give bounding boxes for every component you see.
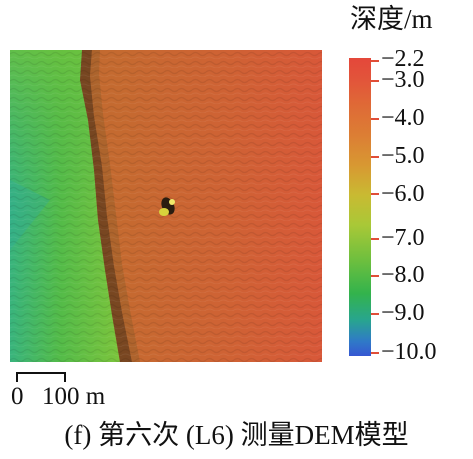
legend-tick [371, 80, 379, 82]
legend-tick [371, 238, 379, 240]
legend-tick [371, 60, 379, 62]
figure-caption: (f) 第六次 (L6) 测量DEM模型 [64, 420, 409, 450]
legend-tick-label: −8.0 [381, 262, 425, 288]
legend-tick [371, 193, 379, 195]
legend-tick-label: −10.0 [381, 339, 437, 365]
scale-bar [16, 372, 66, 382]
dem-map [10, 50, 322, 362]
scale-bar-distance-label: 100 m [42, 383, 106, 410]
legend-tick [371, 313, 379, 315]
legend-tick-label: −7.0 [381, 225, 425, 251]
legend-tick-label: −6.0 [381, 181, 425, 207]
legend-tick [371, 275, 379, 277]
legend-tick-label: −2.2 [381, 46, 425, 72]
legend-tick-label: −5.0 [381, 143, 425, 169]
legend-title: 深度/m [350, 4, 433, 34]
legend-tick [371, 352, 379, 354]
legend-tick-label: −4.0 [381, 105, 425, 131]
legend-tick-label: −9.0 [381, 300, 425, 326]
depth-colorbar [349, 58, 371, 356]
legend-tick [371, 156, 379, 158]
scale-bar-zero-label: 0 [11, 383, 24, 410]
legend-tick-label: −3.0 [381, 67, 425, 93]
legend-tick [371, 118, 379, 120]
